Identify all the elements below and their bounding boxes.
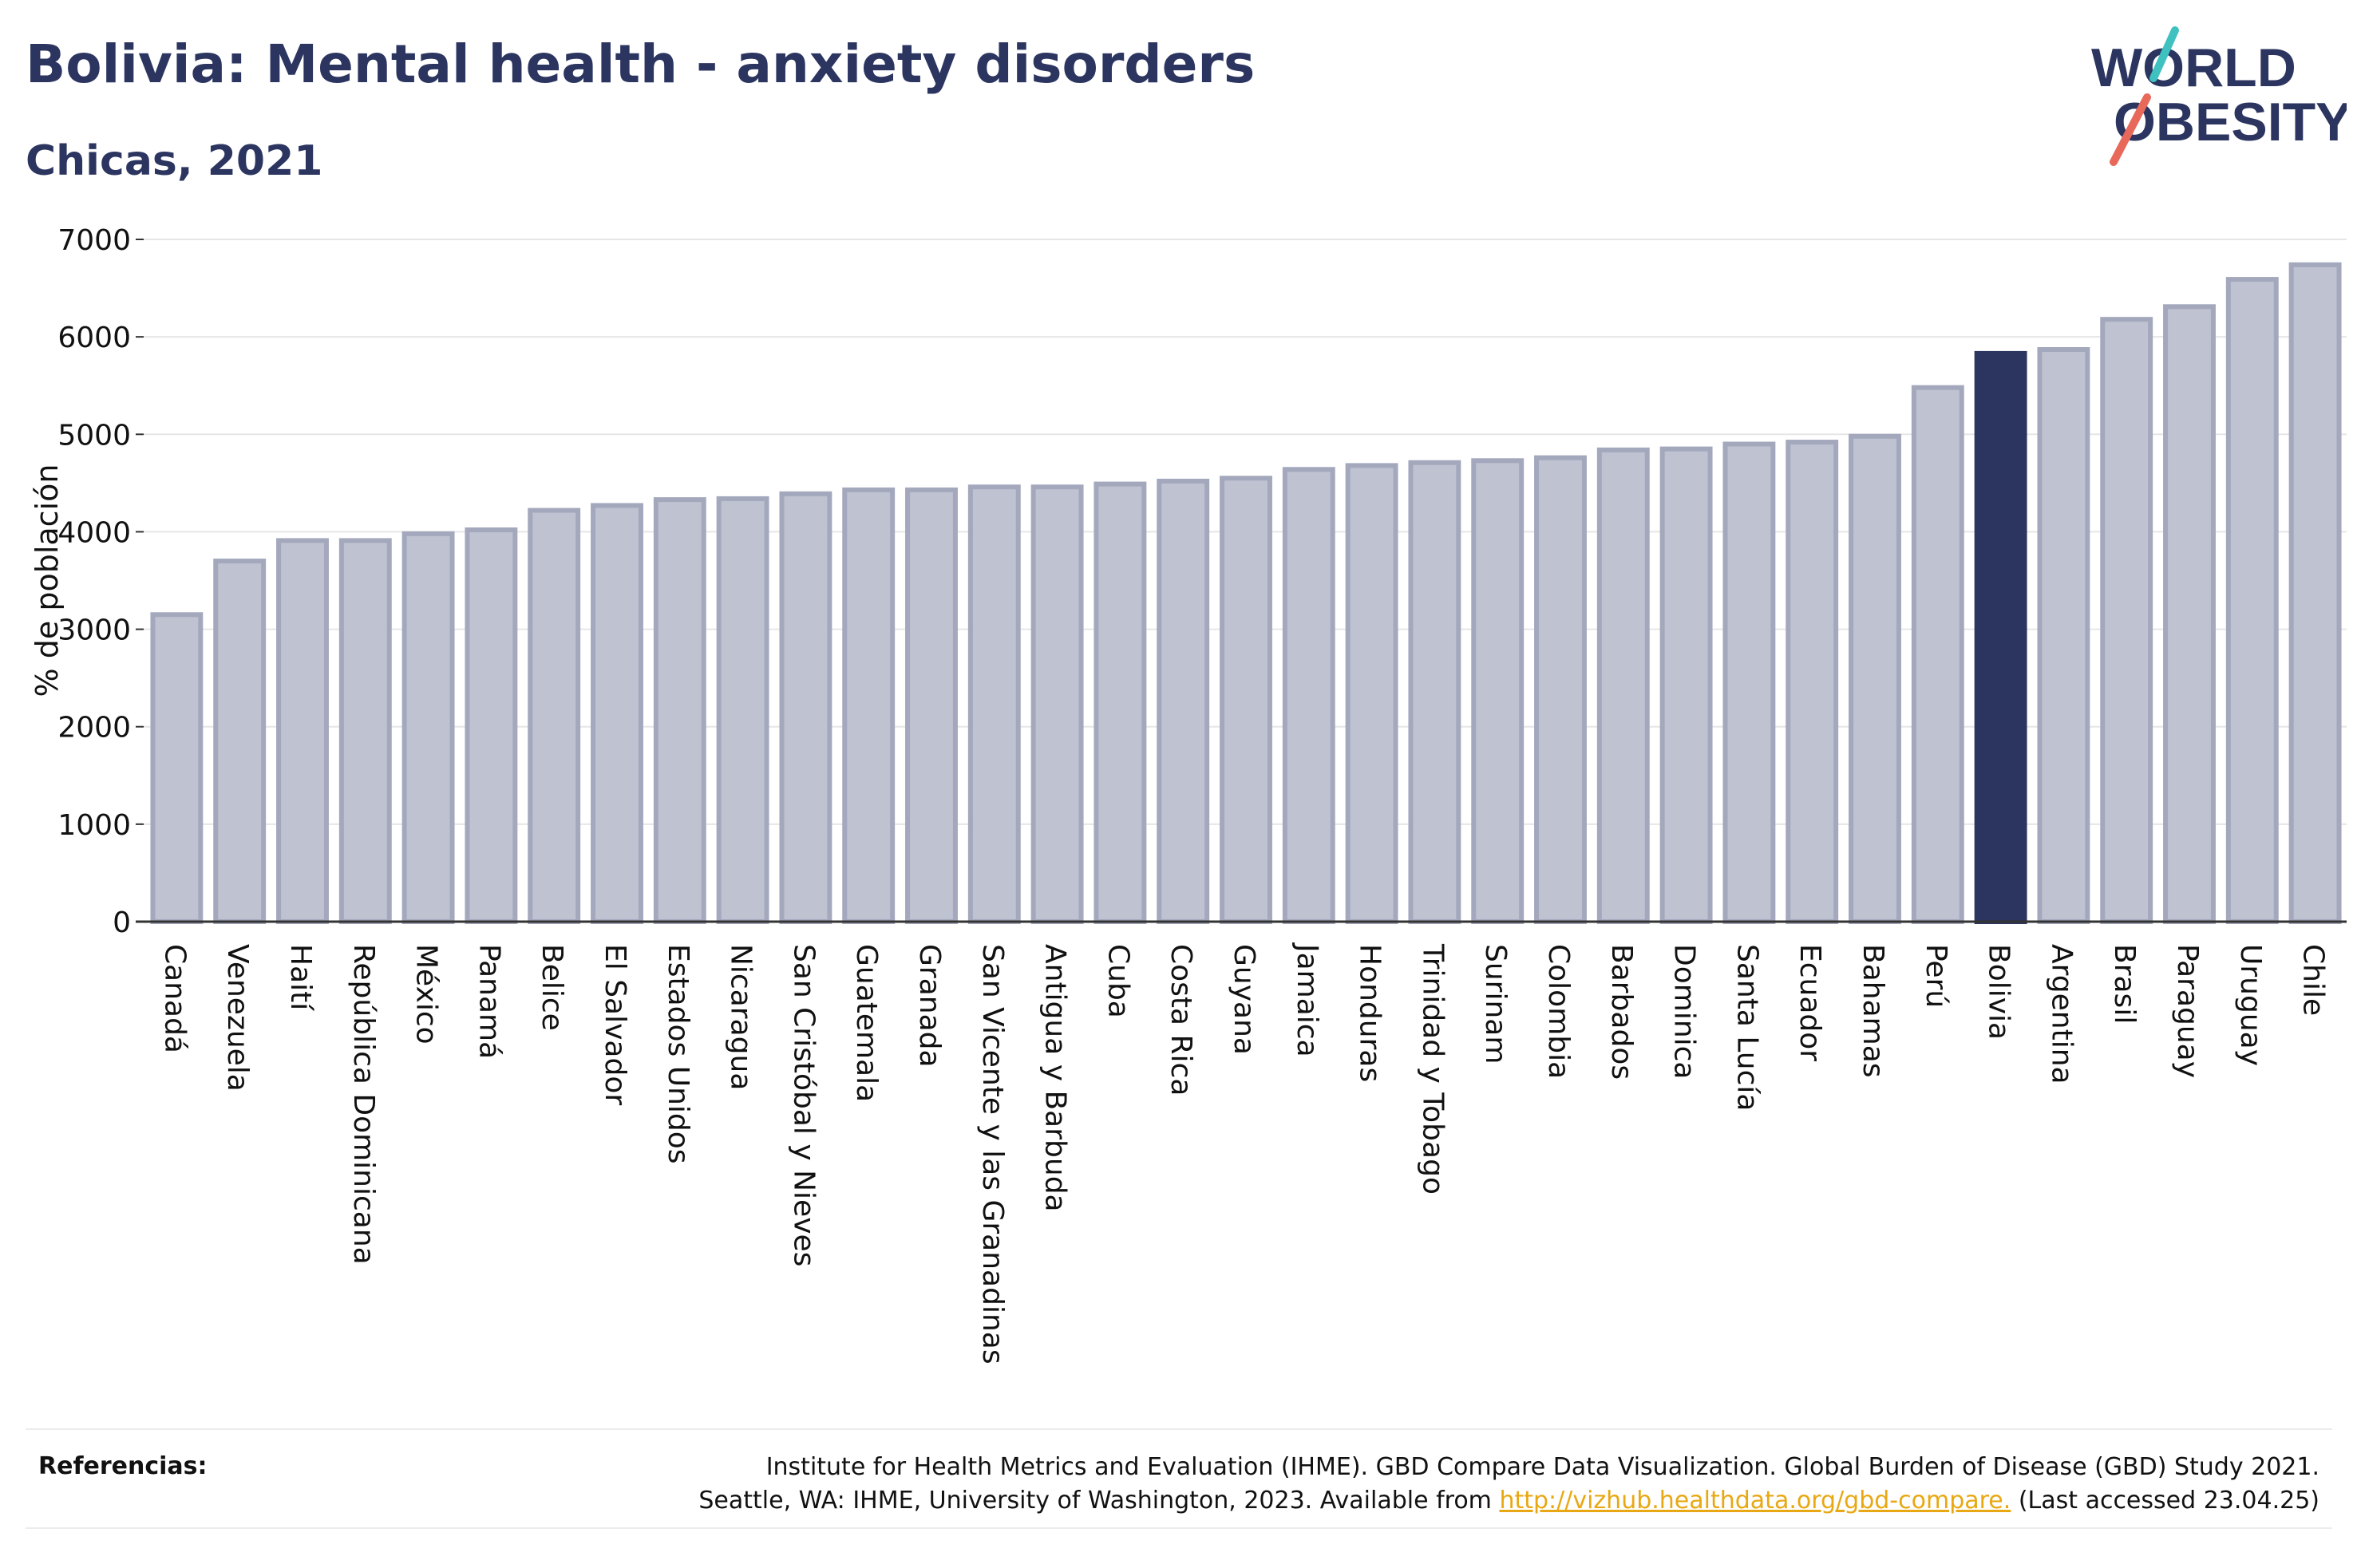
bar-peru: [1911, 385, 1964, 924]
bar-jamaica: [1282, 467, 1335, 924]
x-tick-label: Estados Unidos: [662, 944, 694, 1164]
references-line1: Institute for Health Metrics and Evaluat…: [765, 1453, 2319, 1481]
bar-haiti: [276, 538, 329, 925]
x-tick-label: Bolivia: [1983, 944, 2015, 1040]
x-tick-label: Canadá: [158, 944, 191, 1053]
x-tick-label: Jamaica: [1291, 942, 1323, 1057]
bar-surinam: [1471, 458, 1525, 924]
bar-chile: [2288, 262, 2342, 924]
bar-santa-lucia: [1722, 441, 1776, 924]
bar-guatemala: [842, 487, 896, 924]
x-tick-label: Nicaragua: [725, 944, 757, 1090]
y-tick-label: 3000: [57, 614, 131, 647]
x-tick-label: Chile: [2297, 944, 2330, 1016]
chart-subtitle: Chicas, 2021: [26, 137, 323, 185]
logo-line2: OBESITY: [2114, 92, 2347, 152]
bar-paraguay: [2163, 304, 2216, 924]
x-tick-label: Dominica: [1668, 944, 1701, 1080]
bar-san-vicente-y-las-granadinas: [967, 484, 1021, 924]
x-tick-label: Haití: [284, 944, 317, 1011]
x-tick-label: Barbados: [1605, 944, 1638, 1080]
bar-guyana: [1220, 476, 1272, 924]
x-tick-label: Bahamas: [1857, 944, 1889, 1078]
bar-colombia: [1534, 455, 1587, 924]
y-tick-label: 5000: [57, 419, 131, 452]
logo-red-slash: [2110, 93, 2151, 166]
bar-honduras: [1345, 463, 1398, 924]
x-tick-label: Colombia: [1542, 944, 1575, 1079]
references-line2: Seattle, WA: IHME, University of Washing…: [698, 1484, 2319, 1518]
bar-argentina: [2037, 347, 2090, 924]
x-tick-label: San Vicente y las Granadinas: [976, 944, 1009, 1365]
bar-belice: [528, 508, 581, 924]
x-tick-label: Uruguay: [2234, 944, 2267, 1066]
x-tick-label: Brasil: [2108, 944, 2141, 1024]
x-tick-label: Costa Rica: [1165, 944, 1197, 1096]
bar-ecuador: [1786, 440, 1839, 924]
bar-trinidad-y-tobago: [1408, 460, 1461, 924]
bar-granada: [905, 487, 958, 924]
bar-venezuela: [213, 559, 267, 924]
bar-chart: 0 1000 2000 3000 4000 5000 6000 7000 % de poblac…: [30, 224, 2347, 1365]
y-tick-label: 0: [113, 906, 131, 939]
bar-cuba: [1093, 481, 1147, 924]
bar-mexico: [401, 531, 455, 924]
x-tick-label: Paraguay: [2171, 944, 2204, 1078]
x-tick-label: Trinidad y Tobago: [1416, 943, 1449, 1195]
x-tick-label: San Cristóbal y Nieves: [787, 944, 820, 1266]
bar-barbados: [1596, 447, 1650, 924]
y-tick-label: 4000: [57, 516, 131, 549]
bar-costa-rica: [1157, 478, 1210, 924]
references-link[interactable]: http://vizhub.healthdata.org/gbd-compare…: [1499, 1487, 2011, 1515]
references-text: Institute for Health Metrics and Evaluat…: [698, 1451, 2319, 1518]
x-tick-label: Granada: [913, 944, 946, 1068]
references-box: Referencias: Institute for Health Metric…: [26, 1428, 2332, 1529]
x-tick-label: México: [410, 944, 443, 1045]
bar-republica-dominicana: [338, 538, 392, 925]
x-tick-label: Guatemala: [850, 944, 883, 1102]
references-line2-suffix: (Last accessed 23.04.25): [2011, 1487, 2319, 1515]
bar-el-salvador: [591, 503, 643, 924]
bar-bolivia: [1974, 350, 2027, 924]
x-tick-label: Perú: [1920, 944, 1952, 1008]
bar-canada: [150, 612, 204, 924]
y-tick-label: 7000: [57, 224, 131, 257]
logo-teal-slash: [2149, 26, 2179, 82]
x-tick-label: Belice: [536, 944, 568, 1031]
bar-san-cristobal-y-nieves: [779, 491, 832, 924]
bar-nicaragua: [716, 496, 769, 924]
x-tick-label: Honduras: [1354, 944, 1386, 1082]
x-tick-label: Argentina: [2045, 944, 2078, 1084]
x-tick-label: Santa Lucía: [1730, 944, 1763, 1111]
logo-line1: WORLD: [2091, 38, 2296, 98]
world-obesity-logo: WORLD OBESITY: [2091, 26, 2347, 166]
references-line2-prefix: Seattle, WA: IHME, University of Washing…: [698, 1487, 1500, 1515]
bar-antigua-y-barbuda: [1030, 484, 1084, 924]
bar-estados-unidos: [653, 497, 706, 924]
y-tick-label: 2000: [57, 712, 131, 745]
bar-bahamas: [1849, 433, 1901, 924]
chart-title: Bolivia: Mental health - anxiety disorde…: [26, 34, 1256, 95]
y-tick-label: 6000: [57, 322, 131, 354]
x-tick-label: Venezuela: [221, 944, 254, 1092]
x-tick-label: Antigua y Barbuda: [1039, 944, 1072, 1212]
x-tick-label: República Dominicana: [347, 944, 380, 1265]
x-tick-label: Guyana: [1228, 944, 1260, 1055]
bar-panama: [465, 527, 518, 924]
references-label: Referencias:: [38, 1452, 208, 1480]
x-tick-label: Cuba: [1101, 944, 1134, 1018]
x-tick-label: Ecuador: [1793, 944, 1826, 1061]
x-tick-label: Surinam: [1479, 944, 1512, 1064]
y-axis-label: % de población: [30, 464, 65, 697]
bar-dominica: [1659, 446, 1713, 924]
y-tick-label: 1000: [57, 809, 131, 842]
bar-brasil: [2100, 317, 2153, 924]
x-tick-label: Panamá: [473, 944, 505, 1059]
x-tick-label: El Salvador: [599, 944, 631, 1105]
bar-uruguay: [2225, 277, 2279, 925]
